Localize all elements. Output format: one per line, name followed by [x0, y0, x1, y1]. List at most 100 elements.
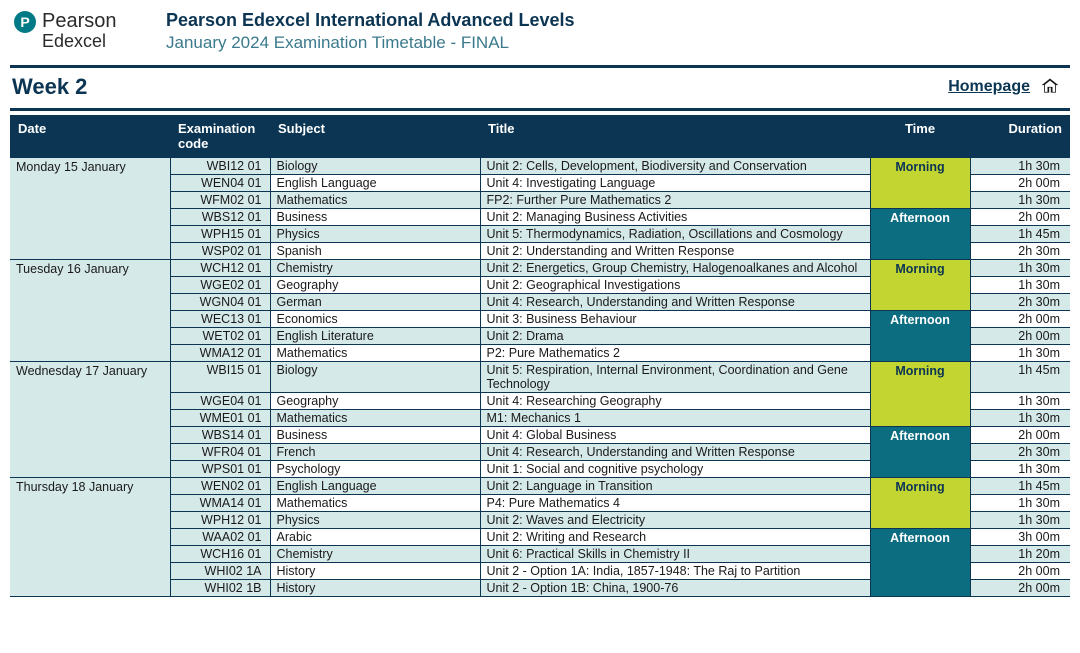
exam-duration: 1h 30m [970, 512, 1070, 529]
col-time: Time [870, 115, 970, 158]
exam-title: Unit 2: Language in Transition [480, 478, 870, 495]
col-title: Title [480, 115, 870, 158]
col-subject: Subject [270, 115, 480, 158]
session-morning: Morning [870, 260, 970, 311]
exam-code: WPH15 01 [170, 226, 270, 243]
divider [10, 108, 1070, 111]
exam-subject: Physics [270, 226, 480, 243]
exam-title: P4: Pure Mathematics 4 [480, 495, 870, 512]
exam-duration: 1h 30m [970, 158, 1070, 175]
exam-subject: Arabic [270, 529, 480, 546]
exam-subject: German [270, 294, 480, 311]
brand-logo: P Pearson Edexcel [10, 10, 160, 52]
exam-code: WBS14 01 [170, 427, 270, 444]
page-subtitle: January 2024 Examination Timetable - FIN… [166, 33, 1070, 53]
exam-code: WET02 01 [170, 328, 270, 345]
exam-title: Unit 4: Researching Geography [480, 393, 870, 410]
exam-subject: Economics [270, 311, 480, 328]
session-afternoon: Afternoon [870, 311, 970, 362]
exam-title: FP2: Further Pure Mathematics 2 [480, 192, 870, 209]
exam-subject: Spanish [270, 243, 480, 260]
exam-code: WBS12 01 [170, 209, 270, 226]
exam-title: Unit 4: Global Business [480, 427, 870, 444]
exam-code: WEC13 01 [170, 311, 270, 328]
exam-duration: 1h 30m [970, 495, 1070, 512]
exam-code: WBI12 01 [170, 158, 270, 175]
exam-duration: 2h 00m [970, 311, 1070, 328]
exam-title: Unit 3: Business Behaviour [480, 311, 870, 328]
exam-code: WPH12 01 [170, 512, 270, 529]
session-afternoon: Afternoon [870, 529, 970, 597]
exam-subject: Mathematics [270, 410, 480, 427]
exam-subject: History [270, 563, 480, 580]
table-row: Tuesday 16 JanuaryWCH12 01ChemistryUnit … [10, 260, 1070, 277]
exam-code: WHI02 1A [170, 563, 270, 580]
exam-subject: English Language [270, 175, 480, 192]
exam-subject: Mathematics [270, 495, 480, 512]
exam-subject: Chemistry [270, 260, 480, 277]
exam-title: Unit 2 - Option 1B: China, 1900-76 [480, 580, 870, 597]
exam-subject: Mathematics [270, 192, 480, 209]
exam-duration: 1h 45m [970, 362, 1070, 393]
col-duration: Duration [970, 115, 1070, 158]
exam-title: Unit 6: Practical Skills in Chemistry II [480, 546, 870, 563]
exam-duration: 1h 20m [970, 546, 1070, 563]
exam-duration: 2h 30m [970, 243, 1070, 260]
exam-title: P2: Pure Mathematics 2 [480, 345, 870, 362]
exam-code: WMA12 01 [170, 345, 270, 362]
exam-subject: History [270, 580, 480, 597]
exam-duration: 2h 30m [970, 294, 1070, 311]
homepage-link[interactable]: Homepage [948, 78, 1030, 96]
session-morning: Morning [870, 158, 970, 209]
exam-code: WGE04 01 [170, 393, 270, 410]
exam-title: Unit 2: Managing Business Activities [480, 209, 870, 226]
exam-title: Unit 4: Research, Understanding and Writ… [480, 444, 870, 461]
table-header-row: Date Examination code Subject Title Time… [10, 115, 1070, 158]
exam-duration: 2h 00m [970, 580, 1070, 597]
page-title: Pearson Edexcel International Advanced L… [166, 10, 1070, 31]
date-cell: Thursday 18 January [10, 478, 170, 597]
exam-code: WHI02 1B [170, 580, 270, 597]
exam-duration: 1h 45m [970, 226, 1070, 243]
week-heading: Week 2 [12, 74, 87, 100]
table-row: Monday 15 JanuaryWBI12 01BiologyUnit 2: … [10, 158, 1070, 175]
exam-duration: 2h 00m [970, 563, 1070, 580]
exam-duration: 2h 00m [970, 427, 1070, 444]
exam-title: Unit 4: Investigating Language [480, 175, 870, 192]
exam-title: Unit 2: Energetics, Group Chemistry, Hal… [480, 260, 870, 277]
exam-title: Unit 4: Research, Understanding and Writ… [480, 294, 870, 311]
exam-subject: Geography [270, 277, 480, 294]
exam-code: WPS01 01 [170, 461, 270, 478]
exam-code: WFR04 01 [170, 444, 270, 461]
home-icon[interactable] [1040, 76, 1060, 99]
exam-code: WMA14 01 [170, 495, 270, 512]
exam-duration: 1h 30m [970, 345, 1070, 362]
brand-mark-icon: P [14, 11, 36, 33]
exam-subject: Psychology [270, 461, 480, 478]
exam-code: WGE02 01 [170, 277, 270, 294]
exam-subject: French [270, 444, 480, 461]
divider [10, 65, 1070, 68]
exam-subject: Business [270, 427, 480, 444]
brand-name: Pearson [42, 10, 117, 33]
exam-subject: English Language [270, 478, 480, 495]
exam-title: Unit 2: Geographical Investigations [480, 277, 870, 294]
exam-title: Unit 2: Writing and Research [480, 529, 870, 546]
exam-duration: 3h 00m [970, 529, 1070, 546]
exam-code: WSP02 01 [170, 243, 270, 260]
col-code: Examination code [170, 115, 270, 158]
exam-duration: 1h 30m [970, 260, 1070, 277]
exam-title: Unit 2: Understanding and Written Respon… [480, 243, 870, 260]
exam-title: Unit 2: Drama [480, 328, 870, 345]
date-cell: Monday 15 January [10, 158, 170, 260]
exam-subject: Geography [270, 393, 480, 410]
exam-title: Unit 2 - Option 1A: India, 1857-1948: Th… [480, 563, 870, 580]
session-afternoon: Afternoon [870, 427, 970, 478]
exam-code: WCH16 01 [170, 546, 270, 563]
session-morning: Morning [870, 362, 970, 427]
session-afternoon: Afternoon [870, 209, 970, 260]
exam-title: Unit 2: Cells, Development, Biodiversity… [480, 158, 870, 175]
col-date: Date [10, 115, 170, 158]
header: P Pearson Edexcel Pearson Edexcel Intern… [10, 6, 1070, 63]
exam-duration: 1h 45m [970, 478, 1070, 495]
